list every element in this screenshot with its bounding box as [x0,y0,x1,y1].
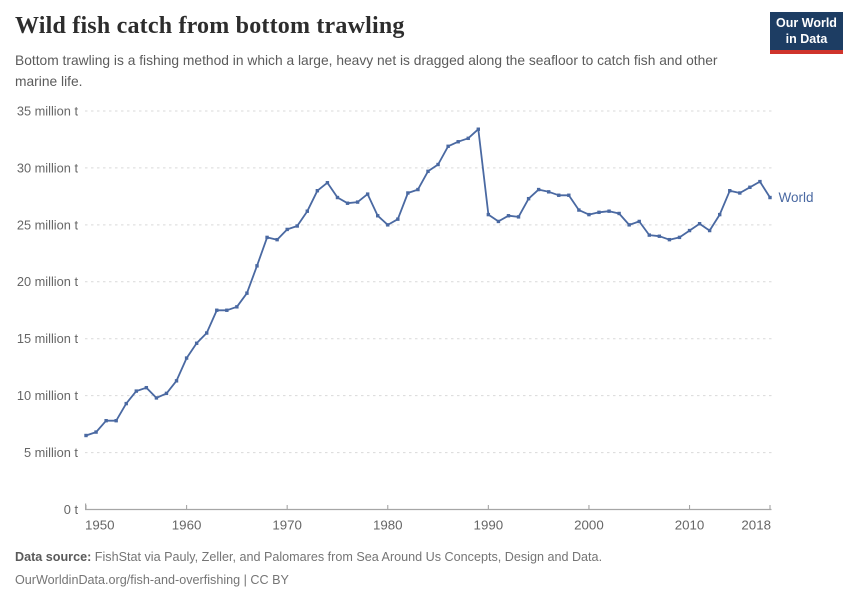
license-link-line[interactable]: OurWorldinData.org/fish-and-overfishing … [15,572,289,587]
data-point [516,215,521,219]
data-source-line: Data source: FishStat via Pauly, Zeller,… [15,546,815,569]
y-axis-tick-label: 15 million t [17,331,79,346]
data-point [255,264,259,268]
data-point [536,187,541,192]
chart-footer: Data source: FishStat via Pauly, Zeller,… [15,546,815,591]
data-point [305,209,309,213]
data-point [295,224,299,228]
data-point [275,237,279,242]
data-point [84,433,88,438]
data-point [466,136,470,141]
data-source-label: Data source: [15,550,92,564]
owid-logo-line2: in Data [785,31,828,46]
data-point [144,385,149,390]
data-point [657,234,662,238]
data-point [758,179,762,184]
data-point [104,418,108,423]
data-point [376,214,380,218]
data-point [345,201,350,205]
x-axis-tick-label: 1960 [172,518,202,533]
data-point [607,209,611,213]
data-point [355,200,360,204]
data-point [426,169,430,174]
data-point [567,193,571,197]
data-point [205,331,209,335]
data-point [677,235,682,240]
data-point [496,219,501,224]
data-point [174,379,179,383]
data-point [707,228,712,233]
data-point [637,219,641,224]
data-point [476,127,480,131]
x-axis-tick-label: 1980 [373,518,403,533]
data-point [728,189,732,193]
data-point [486,212,491,217]
data-point [738,191,742,195]
data-point [114,418,118,423]
data-point [285,227,289,232]
data-point [365,192,370,196]
data-point [184,356,189,360]
y-axis-tick-label: 10 million t [17,388,79,403]
data-point [587,212,591,217]
data-point [124,401,128,406]
data-point [577,208,581,212]
data-point [547,190,551,194]
data-point [597,210,601,215]
data-point [396,217,400,221]
data-point [526,196,531,201]
x-axis-tick-label: 1950 [85,518,115,533]
data-point [456,140,460,144]
data-point [265,235,269,240]
x-axis-tick-label: 2000 [574,518,604,533]
y-axis-tick-label: 20 million t [17,274,79,289]
data-point [446,144,450,148]
y-axis-tick-label: 35 million t [17,103,79,118]
data-point [557,193,561,197]
y-axis-tick-label: 0 t [64,502,79,517]
data-point [687,228,692,233]
data-point [667,237,672,242]
x-axis-tick-label: 1970 [272,518,302,533]
data-point [335,195,340,200]
series-label-world: World [779,190,814,205]
data-point [647,233,651,237]
x-axis-tick-label: 2010 [675,518,705,533]
data-point [697,222,702,226]
y-axis-tick-label: 5 million t [24,445,78,460]
data-point [245,291,249,295]
chart-subtitle: Bottom trawling is a fishing method in w… [15,53,718,89]
data-point [235,305,239,309]
owid-logo[interactable]: Our World in Data [770,12,843,54]
data-point [506,214,511,218]
data-point [416,187,420,192]
x-axis-tick-label: 2018 [741,518,771,533]
data-point [164,391,169,396]
data-point [436,162,440,167]
data-point [154,396,159,400]
data-source-text: FishStat via Pauly, Zeller, and Palomare… [91,550,603,564]
data-point [225,308,229,312]
data-point [627,223,631,227]
data-point [215,308,219,312]
page-title: Wild fish catch from bottom trawling [15,13,405,39]
data-point [748,185,752,189]
data-point [718,212,722,217]
data-point [134,389,138,393]
data-point [386,223,390,227]
trend-line[interactable] [85,128,771,437]
data-point [194,341,199,345]
y-axis-tick-label: 25 million t [17,217,79,232]
data-point [406,191,410,195]
x-axis-tick-label: 1990 [474,518,504,533]
data-point [768,195,772,200]
data-point [617,211,621,216]
data-point [94,430,98,434]
y-axis-tick-label: 30 million t [17,160,79,175]
data-point [315,189,320,193]
data-point [325,181,330,185]
owid-logo-line1: Our World [776,16,837,30]
